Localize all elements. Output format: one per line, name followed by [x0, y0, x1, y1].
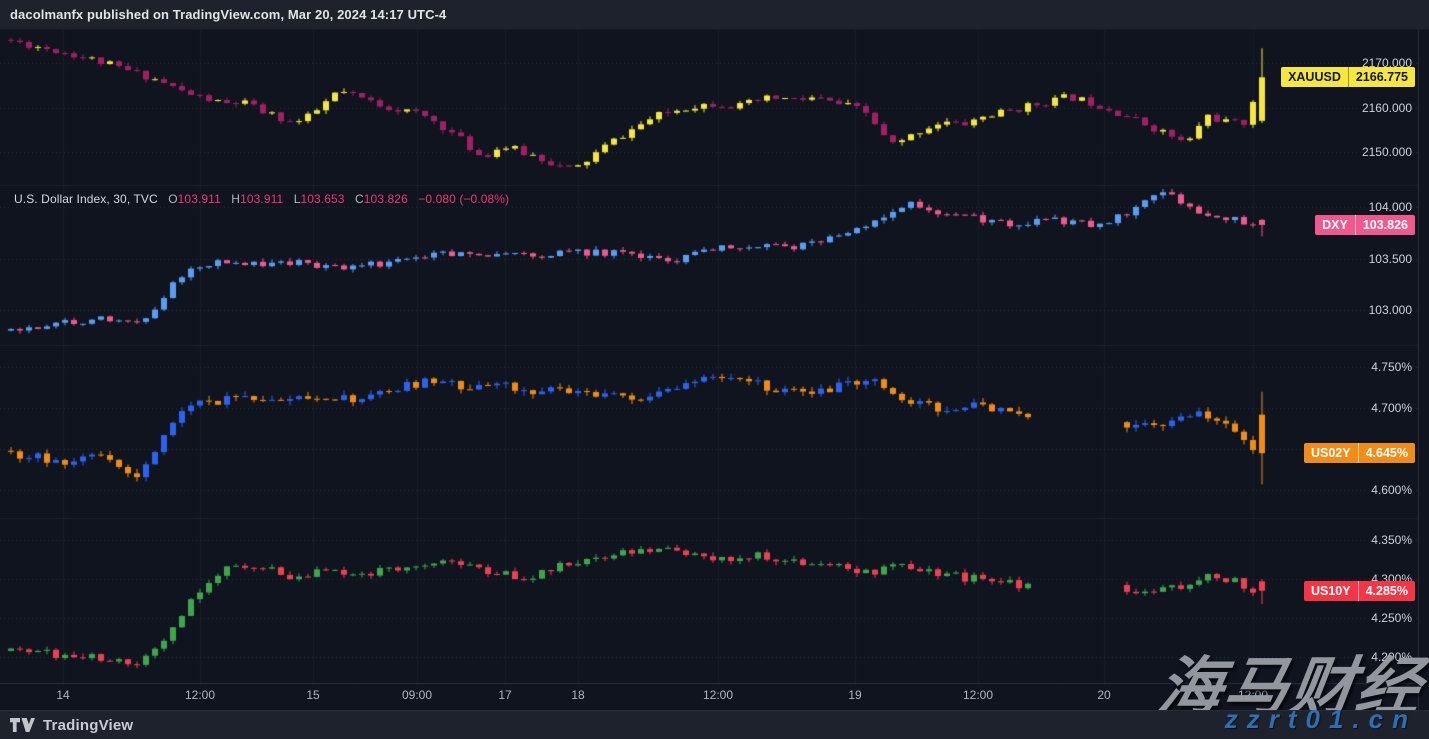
legend-close-value: 103.826 — [363, 192, 408, 206]
footer-bar: TradingView — [0, 710, 1429, 739]
badge-symbol: DXY — [1322, 217, 1348, 232]
legend-change: −0.080 (−0.08%) — [418, 192, 510, 206]
badge-divider — [1347, 67, 1349, 88]
tradingview-brand-text[interactable]: TradingView — [43, 716, 134, 734]
badge-price: 2166.775 — [1355, 70, 1408, 85]
legend-high-label: H — [231, 192, 241, 206]
badge-divider — [1354, 214, 1356, 235]
badge-price: 4.645% — [1365, 446, 1408, 461]
legend-open-value: 103.911 — [177, 192, 221, 206]
price-badge-us02y: US02Y 4.645% — [1303, 443, 1415, 464]
legend-title: U.S. Dollar Index, 30, TVC — [14, 192, 158, 206]
header-bar: dacolmanfx published on TradingView.com,… — [0, 0, 1429, 30]
dxy-legend: U.S. Dollar Index, 30, TVC O103.911 H103… — [14, 192, 509, 206]
price-badge-dxy: DXY 103.826 — [1315, 214, 1415, 235]
badge-symbol: US10Y — [1310, 583, 1351, 598]
legend-low-label: L — [293, 192, 301, 206]
legend-open-label: O — [168, 192, 178, 206]
badge-divider — [1357, 580, 1359, 601]
badge-price: 103.826 — [1362, 217, 1408, 232]
watermark-url: zzrt01.cn — [1224, 704, 1417, 734]
legend-high-value: 103.911 — [240, 192, 284, 206]
badge-divider — [1357, 443, 1359, 464]
legend-close-label: C — [354, 192, 364, 206]
badge-symbol: XAUUSD — [1288, 70, 1341, 85]
badge-symbol: US02Y — [1310, 446, 1351, 461]
price-badge-us10y: US10Y 4.285% — [1303, 580, 1415, 601]
badge-price: 4.285% — [1365, 583, 1408, 598]
tradingview-logo-icon[interactable] — [10, 717, 35, 733]
price-badge-xauusd: XAUUSD 2166.775 — [1281, 67, 1415, 88]
legend-low-value: 103.653 — [300, 192, 345, 206]
publish-info-text: dacolmanfx published on TradingView.com,… — [10, 7, 447, 22]
